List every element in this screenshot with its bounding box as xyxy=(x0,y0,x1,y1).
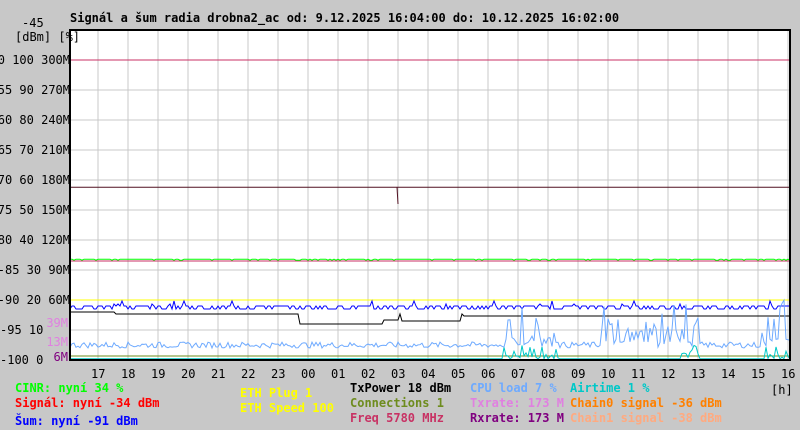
y-tick-label: -95 10 xyxy=(0,323,44,337)
x-tick-label: 02 xyxy=(361,367,376,381)
x-tick-label: 20 xyxy=(181,367,196,381)
legend-signal: Signál: nyní -34 dBm xyxy=(15,396,160,410)
legend-noise: Šum: nyní -91 dBm xyxy=(15,414,138,428)
y-tick-label: -60 80 240M xyxy=(0,113,70,127)
legend-cinr: CINR: nyní 34 % xyxy=(15,381,124,395)
legend-eth-plug: ETH Plug 1 xyxy=(240,386,313,400)
legend-chain0: Chain0 signal -36 dBm xyxy=(570,396,722,410)
x-tick-label: 18 xyxy=(121,367,136,381)
x-tick-label: 03 xyxy=(391,367,406,381)
legend-connections: Connections 1 xyxy=(350,396,444,410)
x-tick-label: 05 xyxy=(451,367,466,381)
x-tick-label: 13 xyxy=(691,367,706,381)
series-cinr xyxy=(70,258,791,261)
y-tick-label: -90 20 60M xyxy=(0,293,70,307)
y-extra-tick-label: 39M xyxy=(46,316,68,330)
y-tick-label: -50 100 300M xyxy=(0,53,70,67)
y-extra-tick-label: 6M xyxy=(53,350,68,364)
legend-txpower: TxPower 18 dBm xyxy=(350,381,452,395)
legend-chain1: Chain1 signal -38 dBm xyxy=(570,411,722,425)
plot-area xyxy=(70,30,790,360)
x-axis-unit: [h] xyxy=(771,383,793,397)
x-tick-label: 07 xyxy=(511,367,526,381)
legend-txrate: Txrate: 173 M xyxy=(470,396,564,410)
x-tick-label: 23 xyxy=(271,367,286,381)
x-tick-label: 14 xyxy=(721,367,736,381)
y-tick-label: -55 90 270M xyxy=(0,83,70,97)
y-tick-label: -75 50 150M xyxy=(0,203,70,217)
x-tick-label: 06 xyxy=(481,367,496,381)
x-tick-label: 09 xyxy=(571,367,586,381)
y-tick-label: -65 70 210M xyxy=(0,143,70,157)
legend-cpu: CPU load 7 % xyxy=(470,381,557,395)
series-txpower-spike xyxy=(396,186,399,205)
x-tick-label: 01 xyxy=(331,367,346,381)
series-cpu-load xyxy=(69,298,791,350)
y-tick-label: -70 60 180M xyxy=(0,173,70,187)
x-tick-label: 15 xyxy=(751,367,766,381)
x-tick-label: 12 xyxy=(661,367,676,381)
x-tick-label: 19 xyxy=(151,367,166,381)
legend-rxrate: Rxrate: 173 M xyxy=(470,411,564,425)
series-airtime xyxy=(70,344,791,361)
series-signal xyxy=(70,311,790,325)
legend-eth-speed: ETH Speed 100 xyxy=(240,401,334,415)
legend-freq: Freq 5780 MHz xyxy=(350,411,444,425)
x-tick-label: 10 xyxy=(601,367,616,381)
y-tick-label: -100 0 xyxy=(0,353,44,367)
y-tick-label: -85 30 90M xyxy=(0,263,70,277)
y-axis-label: [dBm] [%] xyxy=(15,30,81,44)
x-tick-label: 16 xyxy=(781,367,796,381)
y-extra-tick-label: 13M xyxy=(46,335,68,349)
chart-title: Signál a šum radia drobna2_ac od: 9.12.2… xyxy=(70,11,620,25)
series-šum xyxy=(69,299,790,311)
x-tick-label: 04 xyxy=(421,367,436,381)
x-tick-label: 17 xyxy=(91,367,106,381)
x-tick-label: 22 xyxy=(241,367,256,381)
y-tick-label: -80 40 120M xyxy=(0,233,70,247)
x-tick-label: 21 xyxy=(211,367,226,381)
plot-border xyxy=(69,29,791,361)
x-tick-label: 11 xyxy=(631,367,646,381)
x-tick-label: 08 xyxy=(541,367,556,381)
y-top-label: -45 xyxy=(22,16,44,30)
legend-airtime: Airtime 1 % xyxy=(570,381,650,395)
x-tick-label: 00 xyxy=(301,367,316,381)
